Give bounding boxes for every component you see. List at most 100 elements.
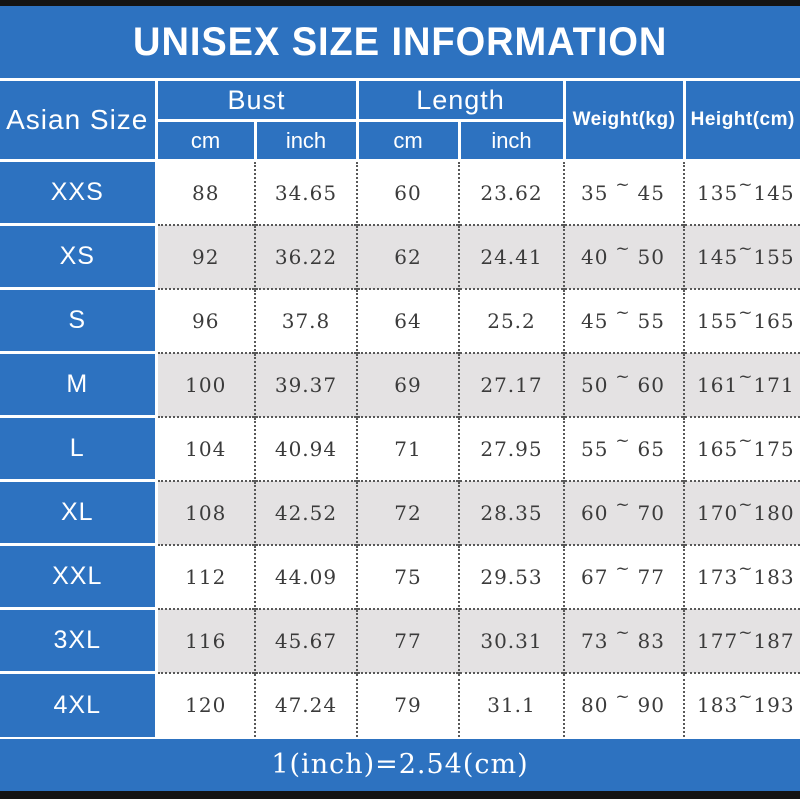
tilde: ~ — [738, 558, 754, 579]
height-max: 165 — [753, 308, 795, 333]
weight-max: 77 — [637, 564, 665, 589]
bust-cm-cell: 116 — [155, 607, 255, 673]
bust-inch-header: inch — [253, 119, 359, 162]
weight-range-cell: 50 ~ 60 — [563, 351, 684, 417]
length-cm-cell: 60 — [356, 159, 459, 225]
length-inch-cell: 27.95 — [458, 415, 564, 481]
weight-range-cell: 55 ~ 65 — [563, 415, 684, 481]
bust-cm-cell: 108 — [155, 479, 255, 545]
length-cm-cell: 75 — [356, 543, 459, 609]
height-min: 135 — [697, 180, 739, 205]
weight-max: 90 — [637, 693, 665, 717]
length-inch-cell: 24.41 — [458, 223, 564, 289]
table-row-s: S 96 37.8 64 25.2 45 ~ 55 155 ~ 165 — [0, 287, 800, 353]
height-max: 180 — [753, 500, 795, 525]
footer-band: 1(inch)=2.54(cm) — [0, 736, 800, 791]
table-row-xxl: XXL 112 44.09 75 29.53 67 ~ 77 173 ~ 183 — [0, 543, 800, 609]
tilde: ~ — [738, 622, 754, 643]
table-row-xl: XL 108 42.52 72 28.35 60 ~ 70 170 ~ 180 — [0, 479, 800, 545]
conversion-note: 1(inch)=2.54(cm) — [271, 749, 529, 780]
weight-min: 40 — [581, 244, 609, 269]
size-chart-table: Asian Size Bust Length Weight(kg) Height… — [0, 78, 800, 737]
size-label: 4XL — [0, 671, 158, 737]
height-range-cell: 173 ~ 183 — [683, 543, 800, 609]
length-cm-cell: 64 — [356, 287, 459, 353]
height-min: 161 — [697, 372, 739, 397]
bust-cm-cell: 88 — [155, 159, 255, 225]
size-label: M — [0, 351, 158, 417]
corner-header-asian-size: Asian Size — [0, 78, 158, 162]
size-label: XS — [0, 223, 158, 289]
bottom-black-bar — [0, 790, 800, 799]
tilde: ~ — [738, 302, 754, 323]
height-max: 145 — [753, 180, 795, 205]
height-range-cell: 177 ~ 187 — [683, 607, 800, 673]
title-band: UNISEX SIZE INFORMATION — [0, 6, 800, 78]
height-range-cell: 161 ~ 171 — [683, 351, 800, 417]
height-min: 177 — [697, 628, 739, 653]
weight-header: Weight(kg) — [562, 78, 686, 162]
tilde: ~ — [615, 558, 631, 579]
weight-range-cell: 80 ~ 90 — [563, 671, 684, 737]
height-max: 193 — [753, 693, 795, 717]
bust-cm-cell: 100 — [155, 351, 255, 417]
size-label: L — [0, 415, 158, 481]
weight-max: 50 — [637, 244, 665, 269]
weight-max: 83 — [637, 628, 665, 653]
table-header: Asian Size Bust Length Weight(kg) Height… — [0, 78, 800, 162]
height-max: 155 — [753, 244, 795, 269]
length-inch-cell: 27.17 — [458, 351, 564, 417]
height-min: 145 — [697, 244, 739, 269]
table-row-3xl: 3XL 116 45.67 77 30.31 73 ~ 83 177 ~ 187 — [0, 607, 800, 673]
height-max: 175 — [753, 436, 795, 461]
size-label: XXL — [0, 543, 158, 609]
tilde: ~ — [738, 174, 754, 195]
bust-cm-cell: 112 — [155, 543, 255, 609]
height-range-cell: 170 ~ 180 — [683, 479, 800, 545]
height-range-cell: 135 ~ 145 — [683, 159, 800, 225]
top-black-bar — [0, 0, 800, 6]
tilde: ~ — [615, 622, 631, 643]
bust-inch-cell: 44.09 — [254, 543, 357, 609]
bust-inch-cell: 36.22 — [254, 223, 357, 289]
weight-min: 73 — [581, 628, 609, 653]
table-row-m: M 100 39.37 69 27.17 50 ~ 60 161 ~ 171 — [0, 351, 800, 417]
page-title: UNISEX SIZE INFORMATION — [132, 19, 668, 64]
size-label: S — [0, 287, 158, 353]
height-range-cell: 145 ~ 155 — [683, 223, 800, 289]
weight-max: 55 — [637, 308, 665, 333]
tilde: ~ — [615, 238, 631, 259]
height-max: 183 — [753, 564, 795, 589]
bust-cm-header: cm — [154, 119, 257, 162]
tilde: ~ — [615, 687, 631, 707]
tilde: ~ — [615, 430, 631, 451]
bust-cm-cell: 120 — [155, 671, 255, 737]
table-row-l: L 104 40.94 71 27.95 55 ~ 65 165 ~ 175 — [0, 415, 800, 481]
length-cm-header: cm — [355, 119, 461, 162]
bust-cm-cell: 96 — [155, 287, 255, 353]
weight-max: 45 — [637, 180, 665, 205]
weight-min: 60 — [581, 500, 609, 525]
height-min: 173 — [697, 564, 739, 589]
bust-inch-cell: 42.52 — [254, 479, 357, 545]
weight-min: 67 — [581, 564, 609, 589]
weight-min: 45 — [581, 308, 609, 333]
length-cm-cell: 79 — [356, 671, 459, 737]
height-min: 183 — [697, 693, 739, 717]
tilde: ~ — [615, 302, 631, 323]
length-inch-cell: 23.62 — [458, 159, 564, 225]
tilde: ~ — [738, 687, 754, 707]
weight-max: 65 — [637, 436, 665, 461]
bust-inch-cell: 37.8 — [254, 287, 357, 353]
table-row-4xl: 4XL 120 47.24 79 31.1 80 ~ 90 183 ~ 193 — [0, 671, 800, 737]
length-cm-cell: 77 — [356, 607, 459, 673]
bust-inch-cell: 34.65 — [254, 159, 357, 225]
weight-range-cell: 67 ~ 77 — [563, 543, 684, 609]
size-label: 3XL — [0, 607, 158, 673]
tilde: ~ — [615, 366, 631, 387]
weight-range-cell: 45 ~ 55 — [563, 287, 684, 353]
length-inch-cell: 25.2 — [458, 287, 564, 353]
height-max: 187 — [753, 628, 795, 653]
weight-min: 55 — [581, 436, 609, 461]
height-min: 170 — [697, 500, 739, 525]
